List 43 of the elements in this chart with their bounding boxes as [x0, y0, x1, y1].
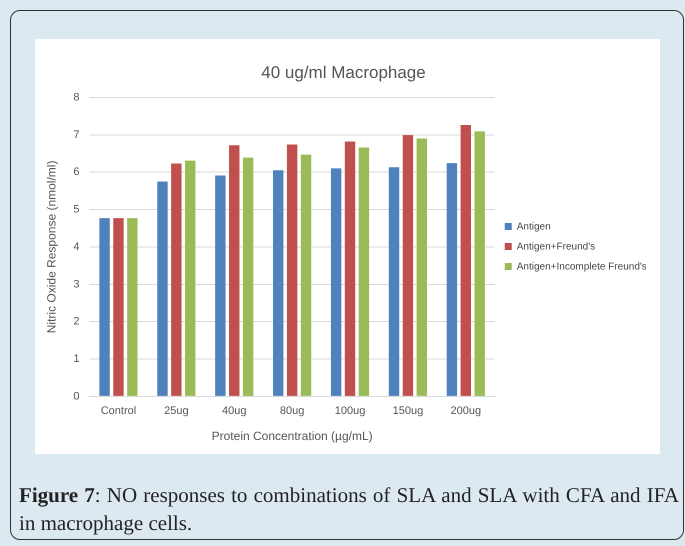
bar	[229, 145, 240, 396]
bar	[474, 131, 485, 396]
y-tick-label: 7	[73, 128, 80, 141]
bar	[460, 125, 472, 396]
caption: Figure 7: NO responses to combinations of SLA and SLA with CFA and IFA in macrophage cells.	[19, 482, 679, 537]
bar	[127, 218, 138, 396]
bar	[446, 163, 458, 396]
y-tick-label: 0	[73, 390, 80, 402]
y-tick-label: 1	[73, 353, 80, 366]
y-tick-label: 8	[73, 91, 80, 104]
chart-title: 40 ug/ml Macrophage	[261, 62, 426, 82]
bar	[358, 147, 370, 396]
x-tick-label: 150ug	[392, 405, 424, 418]
x-tick-label: Control	[100, 405, 136, 418]
bar	[99, 218, 110, 396]
bar	[273, 170, 284, 396]
bar	[185, 160, 196, 396]
legend-label: Antigen+Freund's	[516, 241, 596, 252]
bar	[344, 142, 356, 396]
bar	[157, 181, 168, 396]
y-tick-label: 2	[73, 316, 80, 328]
x-tick-label: 25ug	[164, 405, 189, 418]
y-tick-label: 5	[73, 204, 80, 216]
bar	[286, 144, 298, 396]
bar	[215, 176, 226, 396]
legend-label: Antigen	[516, 221, 551, 232]
y-tick-label: 6	[73, 166, 80, 178]
x-tick-label: 100ug	[334, 405, 366, 418]
y-axis-title: Nitric Oxide Response (nmol/ml)	[44, 160, 59, 334]
x-tick-label: 40ug	[222, 405, 246, 418]
bar	[388, 167, 400, 396]
bar	[402, 135, 414, 396]
x-axis-title: Protein Concentration (µg/mL)	[212, 429, 373, 444]
bar	[113, 218, 124, 396]
x-tick-label: 200ug	[450, 405, 482, 418]
bar	[416, 138, 428, 396]
y-tick-label: 3	[73, 278, 80, 290]
bar	[242, 158, 254, 396]
y-tick-label: 4	[73, 240, 80, 253]
bar	[300, 154, 312, 396]
bar	[171, 164, 182, 396]
x-tick-label: 80ug	[280, 405, 304, 418]
bar	[330, 168, 342, 396]
